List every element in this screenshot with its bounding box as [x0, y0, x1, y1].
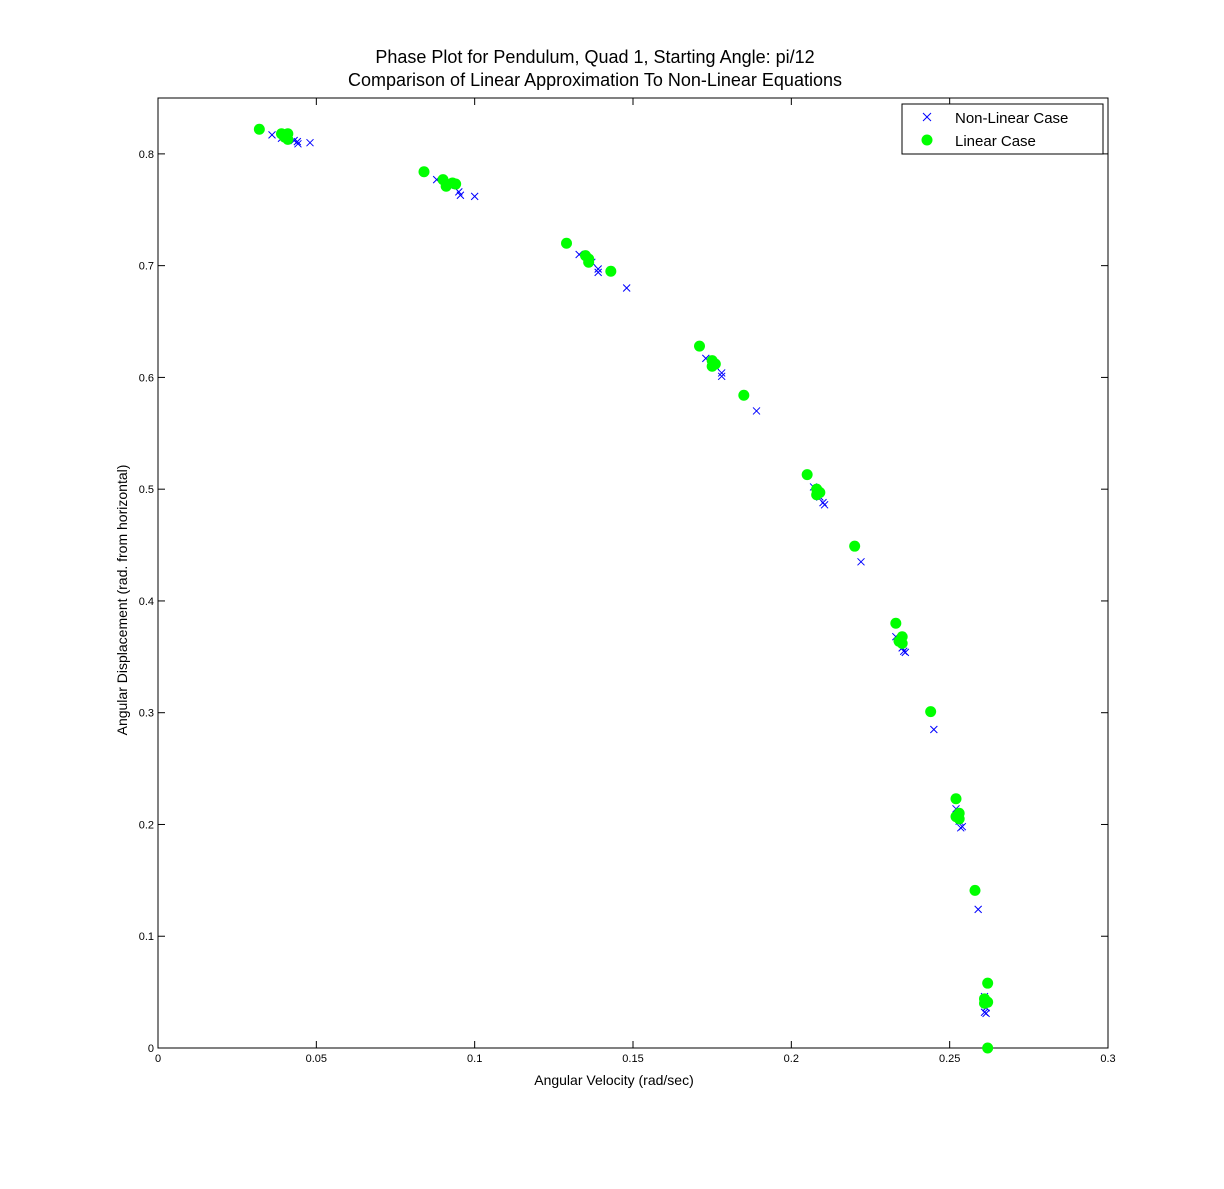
- data-point-non-linear: [456, 191, 465, 200]
- data-point-non-linear: [294, 139, 302, 148]
- data-point-non-linear: [956, 823, 965, 832]
- data-point-linear: [890, 617, 902, 629]
- data-point-linear: [253, 123, 265, 135]
- data-point-linear: [811, 489, 823, 501]
- data-point-linear: [694, 340, 705, 352]
- data-point-non-linear: [982, 1009, 990, 1018]
- x-tick-label: 0.1: [467, 1053, 482, 1065]
- y-tick-label: 0.8: [139, 149, 154, 161]
- data-point-non-linear: [594, 265, 603, 273]
- x-tick-label: 0: [155, 1053, 161, 1065]
- data-point-non-linear: [901, 648, 910, 657]
- data-point-linear: [738, 389, 750, 401]
- data-point-non-linear: [820, 500, 829, 509]
- plot-area: [157, 97, 1109, 1049]
- y-axis-ticks: 0 0.1 0.2 0.3 0.4 0.5 0.6 0.7 0.8: [139, 149, 1108, 1055]
- data-point-non-linear: [857, 557, 865, 566]
- legend-marker-non-linear: [922, 112, 932, 122]
- y-tick-label: 0.2: [139, 819, 154, 831]
- data-point-linear: [418, 166, 430, 178]
- data-point-linear: [982, 1042, 994, 1054]
- data-point-linear: [982, 977, 994, 989]
- data-point-linear: [801, 469, 813, 481]
- x-axis-ticks: 0 0.05 0.1 0.15 0.2 0.25 0.3: [155, 98, 1116, 1065]
- x-tick-label: 0.05: [306, 1053, 327, 1065]
- legend-label-linear: Linear Case: [955, 133, 1036, 150]
- data-point-non-linear: [929, 725, 938, 734]
- y-axis-label: Angular Displacement (rad. from horizont…: [114, 465, 130, 736]
- data-point-linear: [282, 133, 294, 145]
- data-point-linear: [969, 884, 981, 896]
- data-point-non-linear: [717, 372, 726, 381]
- data-point-linear: [561, 237, 572, 249]
- data-point-linear: [450, 178, 462, 190]
- data-point-non-linear: [306, 138, 314, 147]
- legend-box: [901, 103, 1104, 155]
- data-point-linear: [925, 706, 937, 718]
- y-tick-label: 0.6: [139, 372, 154, 384]
- y-tick-label: 0.3: [139, 708, 154, 720]
- x-axis-label: Angular Velocity (rad/sec): [534, 1072, 694, 1088]
- x-tick-label: 0.2: [784, 1053, 799, 1065]
- data-point-linear: [950, 793, 962, 805]
- data-point-linear: [849, 540, 861, 552]
- data-point-non-linear: [594, 268, 603, 277]
- legend: Non-Linear Case Linear Case: [901, 103, 1104, 155]
- legend-marker-linear: [921, 134, 933, 146]
- data-point-non-linear: [470, 192, 479, 201]
- y-tick-label: 0.5: [139, 484, 154, 496]
- y-tick-label: 0.4: [139, 596, 154, 608]
- chart-title: Phase Plot for Pendulum, Quad 1, Startin…: [375, 47, 814, 67]
- axes-box: [157, 97, 1109, 1049]
- x-tick-label: 0.15: [622, 1053, 643, 1065]
- data-point-linear: [583, 256, 595, 268]
- x-tick-label: 0.3: [1100, 1053, 1115, 1065]
- data-point-linear: [706, 360, 718, 372]
- data-point-linear: [605, 265, 617, 277]
- y-tick-label: 0: [148, 1043, 154, 1055]
- data-point-non-linear: [293, 137, 302, 146]
- data-point-linear: [953, 813, 965, 825]
- data-point-non-linear: [622, 284, 631, 292]
- data-point-linear: [896, 637, 908, 649]
- x-tick-label: 0.25: [939, 1053, 960, 1065]
- y-tick-label: 0.1: [139, 931, 154, 943]
- data-point-non-linear: [717, 369, 726, 377]
- data-point-non-linear: [974, 905, 983, 914]
- chart-subtitle: Comparison of Linear Approximation To No…: [348, 70, 842, 90]
- series-linear-case: [253, 123, 994, 1054]
- data-point-linear: [979, 997, 990, 1009]
- data-point-non-linear: [268, 131, 276, 139]
- y-tick-label: 0.7: [139, 261, 154, 273]
- data-point-non-linear: [752, 407, 761, 415]
- legend-label-non-linear: Non-Linear Case: [955, 110, 1068, 127]
